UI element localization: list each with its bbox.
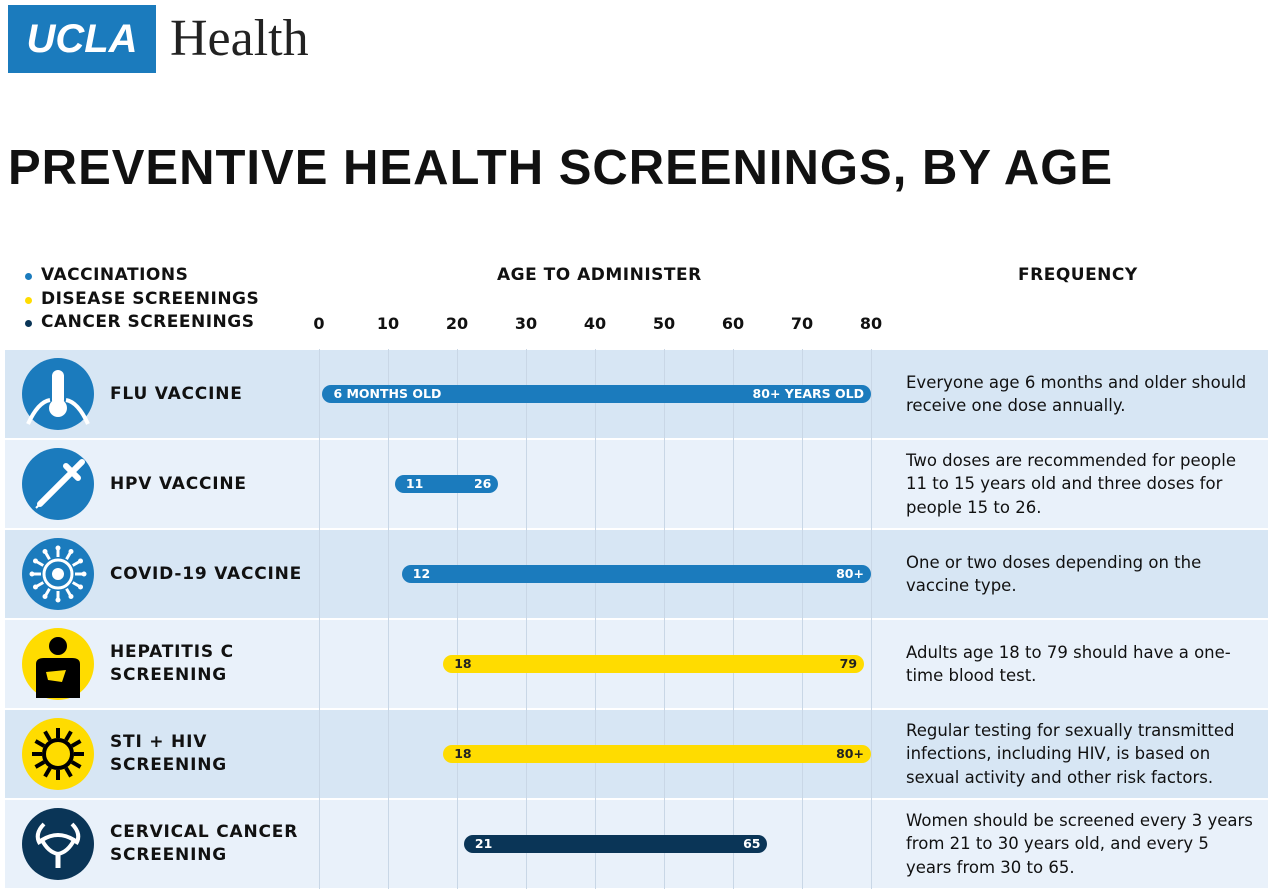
chart-title: PREVENTIVE HEALTH SCREENINGS, BY AGE [8, 141, 1114, 195]
x-tick-label: 30 [514, 314, 538, 333]
logo-mark: UCLA [8, 5, 156, 73]
range-bar: 18 80+ [443, 745, 871, 763]
icon [21, 807, 95, 881]
legend-dot [25, 296, 32, 304]
x-tick-label: 80 [859, 314, 883, 333]
icon-svg [22, 628, 94, 700]
bar-end-label: 80+ [836, 566, 864, 581]
icon [21, 627, 95, 701]
notes-header: FREQUENCY [1018, 265, 1138, 285]
icon-svg [22, 538, 94, 610]
row-background [5, 440, 1268, 528]
bar-end-label: 79 [839, 656, 858, 671]
grid-line [525, 349, 527, 889]
bar-start-label: 21 [474, 836, 493, 851]
category-label: CERVICAL CANCER SCREENING [110, 822, 299, 865]
x-tick-label: 70 [790, 314, 814, 333]
x-tick-label: 60 [721, 314, 745, 333]
logo-word: Health [170, 10, 309, 67]
x-tick-label: 10 [376, 314, 400, 333]
x-tick-label: 40 [583, 314, 607, 333]
bar-start-label: 6 MONTHS OLD [333, 386, 442, 401]
bar-end-label: 65 [743, 836, 761, 851]
grid-line [456, 349, 458, 889]
range-bar: 12 80+ [401, 565, 871, 583]
legend-label: VACCINATIONS [41, 265, 189, 285]
grid-line [387, 349, 389, 889]
frequency-note: One or two doses depending on the vaccin… [906, 552, 1202, 596]
bar-end-label: 26 [473, 476, 492, 491]
grid-line [318, 349, 320, 889]
frequency-note: Everyone age 6 months and older should r… [906, 372, 1247, 416]
bar-start-label: 18 [454, 746, 472, 761]
icon-svg [22, 358, 94, 430]
grid-line [732, 349, 734, 889]
icon [21, 357, 95, 431]
bar-start-label: 11 [405, 476, 424, 491]
icon-svg [22, 448, 94, 520]
icon [21, 717, 95, 791]
x-tick-label: 0 [313, 314, 325, 333]
icon-svg [22, 808, 94, 880]
range-bar: 6 MONTHS OLD 80+ YEARS OLD [322, 385, 871, 403]
frequency-note: Adults age 18 to 79 should have a one-ti… [906, 642, 1231, 686]
legend-dot [25, 273, 32, 280]
category-label: FLU VACCINE [110, 383, 243, 404]
bar-end-label: 80+ YEARS OLD [752, 386, 864, 401]
grid-line [663, 349, 665, 889]
bar-start-label: 12 [412, 566, 431, 581]
range-bar: 21 65 [463, 835, 768, 853]
icon [21, 537, 95, 611]
legend-label: DISEASE SCREENINGS [41, 288, 260, 309]
bar-start-label: 18 [454, 656, 472, 671]
category-label: HEPATITIS C SCREENING [110, 642, 234, 685]
x-axis-label: AGE TO ADMINISTER [497, 265, 702, 285]
icon [21, 447, 95, 521]
category-label: HPV VACCINE [110, 473, 247, 494]
frequency-note: Women should be screened every 3 years f… [906, 810, 1253, 877]
legend-dot [25, 320, 32, 327]
frequency-note: Two doses are recommended for people 11 … [906, 450, 1236, 517]
x-tick-label: 50 [652, 314, 676, 333]
grid-line [801, 349, 803, 889]
range-bar: 18 79 [443, 655, 865, 673]
frequency-note: Regular testing for sexually transmitted… [906, 720, 1235, 787]
legend-label: CANCER SCREENINGS [41, 312, 255, 332]
bar-end-label: 80+ [836, 746, 864, 761]
grid-line [870, 349, 872, 889]
grid-line [594, 349, 596, 889]
category-label: COVID-19 VACCINE [110, 563, 303, 584]
x-tick-label: 20 [445, 314, 469, 333]
category-label: STI + HIV SCREENING [110, 732, 227, 775]
range-bar: 11 26 [394, 475, 499, 493]
icon-svg [22, 718, 94, 790]
